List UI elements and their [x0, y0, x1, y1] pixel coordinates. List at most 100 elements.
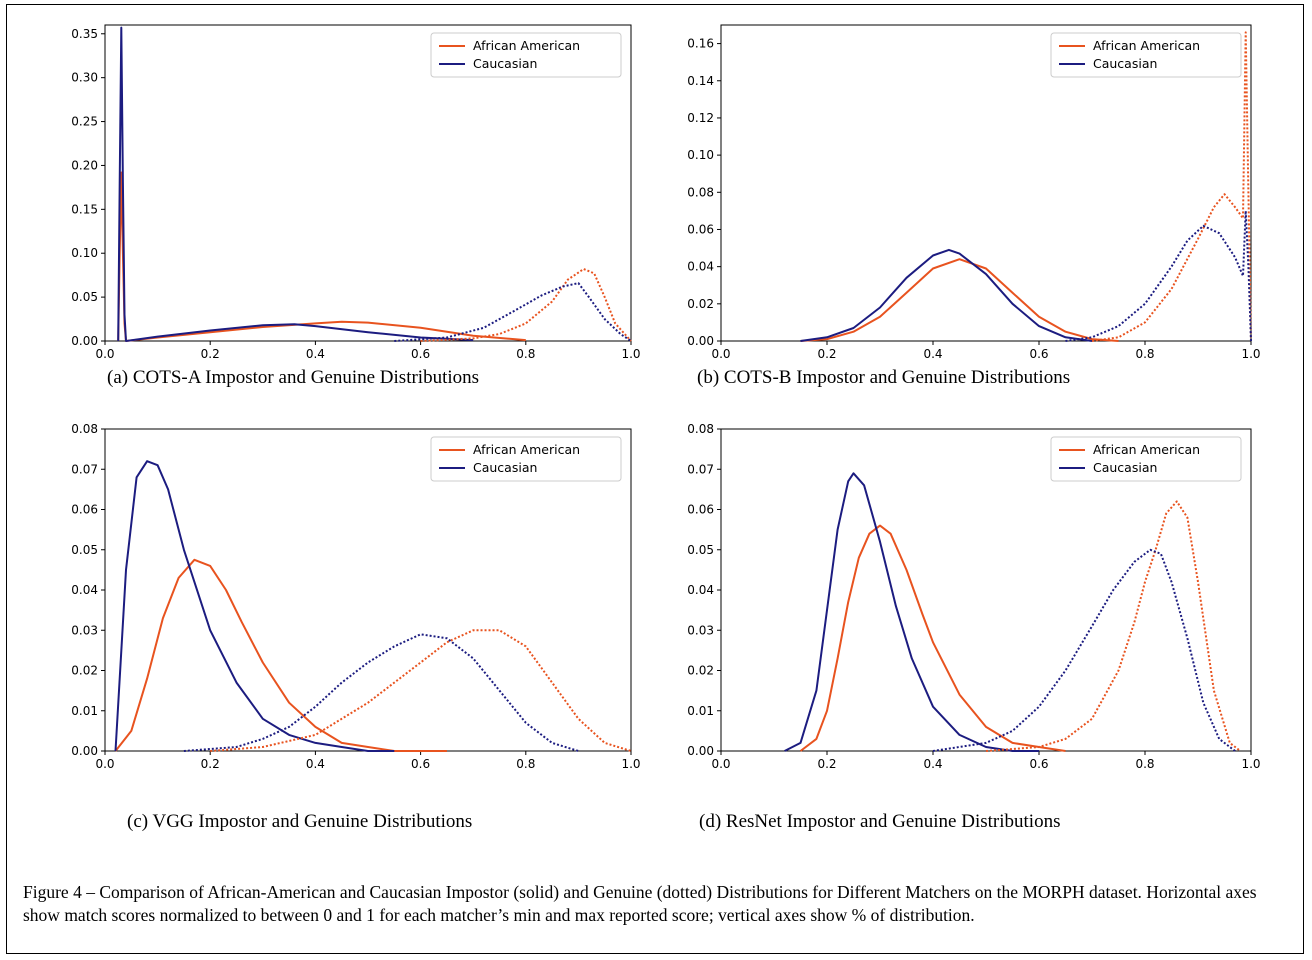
y-tick-label: 0.00	[71, 334, 98, 348]
y-tick-label: 0.08	[71, 422, 98, 436]
y-tick-label: 0.10	[71, 246, 98, 260]
x-tick-label: 0.0	[711, 757, 730, 771]
x-tick-label: 0.6	[1029, 757, 1048, 771]
series-line-african-american-dotted	[985, 500, 1242, 752]
x-tick-label: 0.4	[923, 347, 942, 361]
y-tick-label: 0.01	[71, 704, 98, 718]
series-line-african-american-solid	[800, 258, 1119, 342]
y-tick-label: 0.04	[687, 583, 714, 597]
x-tick-label: 0.0	[95, 347, 114, 361]
series-line-caucasian-dotted	[183, 633, 579, 752]
series-line-african-american-dotted	[210, 629, 632, 752]
x-tick-label: 1.0	[621, 347, 640, 361]
series-line-african-american-dotted	[1091, 31, 1252, 342]
series-line-caucasian-solid	[117, 26, 474, 342]
y-tick-label: 0.20	[71, 158, 98, 172]
y-tick-label: 0.05	[687, 543, 714, 557]
x-tick-label: 0.4	[306, 757, 325, 771]
x-tick-label: 1.0	[1241, 347, 1260, 361]
y-tick-label: 0.10	[687, 148, 714, 162]
y-tick-label: 0.14	[687, 74, 714, 88]
chart-panel-b: 0.0 0.2 0.4 0.6 0.8 1.0 0.00 0.02 0.04 0.06 0.08 0.…	[647, 11, 1287, 401]
y-tick-label: 0.15	[71, 202, 98, 216]
figure-caption: Figure 4 – Comparison of African-America…	[23, 882, 1257, 925]
chart-a-svg: 0.0 0.2 0.4 0.6 0.8 1.0 0.00 0.05 0.10 0.15 0.20 0.…	[71, 24, 641, 361]
chart-d-caption: (d) ResNet Impostor and Genuine Distribu…	[699, 811, 1061, 832]
series-line-african-american-solid	[117, 171, 526, 342]
series-line-caucasian-solid	[114, 460, 395, 752]
x-tick-label: 1.0	[621, 757, 640, 771]
series-line-caucasian-solid	[784, 472, 1039, 752]
x-tick-label: 0.8	[1135, 757, 1154, 771]
x-tick-label: 0.0	[95, 757, 114, 771]
series-line-african-american-dotted	[420, 268, 632, 342]
series-line-caucasian-dotted	[1065, 209, 1252, 342]
legend-label: African American	[1093, 442, 1200, 457]
y-tick-label: 0.12	[687, 111, 714, 125]
x-tick-label: 0.8	[1135, 347, 1154, 361]
x-tick-label: 0.6	[1029, 347, 1048, 361]
chart-panel-c: 0.0 0.2 0.4 0.6 0.8 1.0 0.00 0.01 0.02 0.03 0.04 0.…	[27, 415, 657, 845]
legend-box	[1050, 436, 1242, 482]
y-tick-label: 0.06	[687, 503, 714, 517]
x-tick-label: 0.2	[201, 347, 220, 361]
y-tick-label: 0.00	[687, 744, 714, 758]
x-tick-label: 0.6	[411, 757, 430, 771]
y-tick-label: 0.03	[71, 623, 98, 637]
legend-box	[430, 32, 622, 78]
chart-c-caption: (c) VGG Impostor and Genuine Distributio…	[127, 811, 473, 832]
chart-b-svg: 0.0 0.2 0.4 0.6 0.8 1.0 0.00 0.02 0.04 0.06 0.08 0.…	[687, 24, 1261, 361]
y-tick-label: 0.08	[687, 422, 714, 436]
y-tick-label: 0.06	[687, 222, 714, 236]
y-tick-label: 0.05	[71, 543, 98, 557]
y-tick-label: 0.07	[71, 462, 98, 476]
y-tick-label: 0.01	[687, 704, 714, 718]
y-tick-label: 0.04	[687, 260, 714, 274]
series-line-caucasian-dotted	[394, 282, 632, 342]
legend-label: African American	[473, 38, 580, 53]
x-tick-label: 0.8	[516, 757, 535, 771]
series-line-african-american-solid	[799, 524, 1066, 752]
series-line-caucasian-dotted	[932, 548, 1236, 752]
chart-b-caption: (b) COTS-B Impostor and Genuine Distribu…	[697, 367, 1071, 388]
legend-label: Caucasian	[1093, 460, 1157, 475]
chart-d-svg: 0.0 0.2 0.4 0.6 0.8 1.0 0.00 0.01 0.02 0.03 0.04 0.…	[687, 422, 1260, 771]
x-tick-label: 0.4	[306, 347, 325, 361]
figure-frame: 0.0 0.2 0.4 0.6 0.8 1.0 0.00 0.05 0.10 0.15 0.20 0.…	[6, 4, 1304, 954]
y-tick-label: 0.00	[687, 334, 714, 348]
y-tick-label: 0.02	[71, 664, 98, 678]
plot-area-b	[720, 24, 1252, 342]
legend-label: Caucasian	[473, 56, 537, 71]
y-tick-label: 0.35	[71, 27, 98, 41]
x-tick-label: 0.2	[817, 347, 836, 361]
x-tick-label: 0.2	[817, 757, 836, 771]
y-tick-label: 0.02	[687, 664, 714, 678]
x-tick-label: 0.4	[923, 757, 942, 771]
chart-a-caption: (a) COTS-A Impostor and Genuine Distribu…	[107, 367, 480, 388]
y-tick-label: 0.02	[687, 297, 714, 311]
legend-box	[430, 436, 622, 482]
y-tick-label: 0.00	[71, 744, 98, 758]
y-tick-label: 0.08	[687, 185, 714, 199]
y-tick-label: 0.07	[687, 462, 714, 476]
plot-area-a	[104, 24, 632, 342]
x-tick-label: 0.8	[516, 347, 535, 361]
y-tick-label: 0.03	[687, 623, 714, 637]
x-tick-label: 1.0	[1241, 757, 1260, 771]
x-tick-label: 0.6	[411, 347, 430, 361]
y-tick-label: 0.06	[71, 503, 98, 517]
y-tick-label: 0.04	[71, 583, 98, 597]
x-tick-label: 0.0	[711, 347, 730, 361]
chart-c-svg: 0.0 0.2 0.4 0.6 0.8 1.0 0.00 0.01 0.02 0.03 0.04 0.…	[71, 422, 640, 771]
legend-label: African American	[473, 442, 580, 457]
x-tick-label: 0.2	[201, 757, 220, 771]
y-tick-label: 0.16	[687, 37, 714, 51]
chart-panel-d: 0.0 0.2 0.4 0.6 0.8 1.0 0.00 0.01 0.02 0.03 0.04 0.…	[647, 415, 1287, 845]
series-line-african-american-solid	[114, 558, 447, 752]
legend-box	[1050, 32, 1242, 78]
legend-label: Caucasian	[473, 460, 537, 475]
y-tick-label: 0.30	[71, 71, 98, 85]
legend-label: African American	[1093, 38, 1200, 53]
legend-label: Caucasian	[1093, 56, 1157, 71]
y-tick-label: 0.25	[71, 115, 98, 129]
